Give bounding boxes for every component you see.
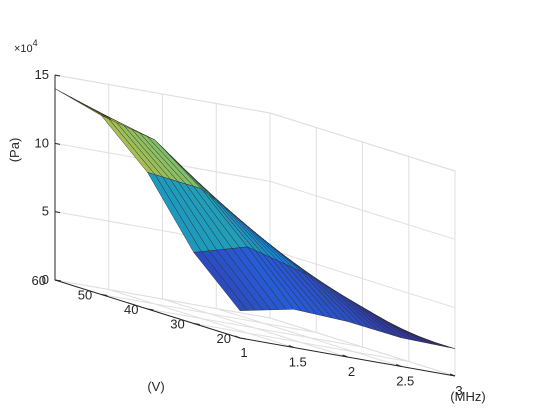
side-wall-gridline-z <box>269 317 456 377</box>
side-wall-gridline-z <box>269 180 456 240</box>
z-tick <box>54 142 61 145</box>
y-tick <box>54 279 62 282</box>
floor-gridline-y <box>193 323 409 362</box>
y-tick-label: 30 <box>170 317 184 332</box>
box-edge <box>54 74 271 114</box>
z-tick-label: 10 <box>35 135 49 150</box>
y-axis-label: (V) <box>147 379 164 394</box>
side-wall-gridline-z <box>269 249 456 309</box>
y-tick-label: 60 <box>32 273 46 288</box>
y-tick <box>239 337 247 340</box>
floor-gridline-y <box>101 294 317 333</box>
z-tick-label: 5 <box>42 204 49 219</box>
floor-gridline-y <box>147 308 363 348</box>
back-wall-gridline-z <box>54 279 271 319</box>
y-tick <box>101 294 108 296</box>
z-tick-label: 0 <box>42 272 49 287</box>
tick-label-layer: 0 5 10 15 20 30 40 50 60 1 1.5 2 2.5 3 <box>32 67 463 398</box>
surface-patch <box>400 329 456 349</box>
axis-layer <box>54 74 456 377</box>
x-tick-label: 2.5 <box>396 374 414 389</box>
y-tick-label: 40 <box>124 302 138 317</box>
surface-layer <box>54 88 456 349</box>
x-tick-label: 2 <box>348 364 355 379</box>
y-tick-label: 20 <box>217 331 231 346</box>
z-tick-label: 15 <box>35 67 49 82</box>
x-tick-label: 3 <box>455 383 462 398</box>
x-tick <box>234 335 241 339</box>
y-tick-label: 50 <box>78 288 92 303</box>
box-edge <box>269 112 456 172</box>
x-tick <box>449 373 456 377</box>
x-tick-label: 1.5 <box>289 355 307 370</box>
z-tick <box>54 74 61 77</box>
z-axis-label: (Pa) <box>7 138 22 163</box>
x-axis-label: (MHz) <box>450 389 485 404</box>
z-tick <box>54 211 61 214</box>
y-tick <box>193 323 200 325</box>
z-exponent-label: ×104 <box>14 38 38 55</box>
x-tick <box>396 364 402 367</box>
x-tick-label: 1 <box>240 345 247 360</box>
x-tick <box>288 345 294 348</box>
y-tick <box>147 308 154 311</box>
x-tick <box>342 354 348 358</box>
